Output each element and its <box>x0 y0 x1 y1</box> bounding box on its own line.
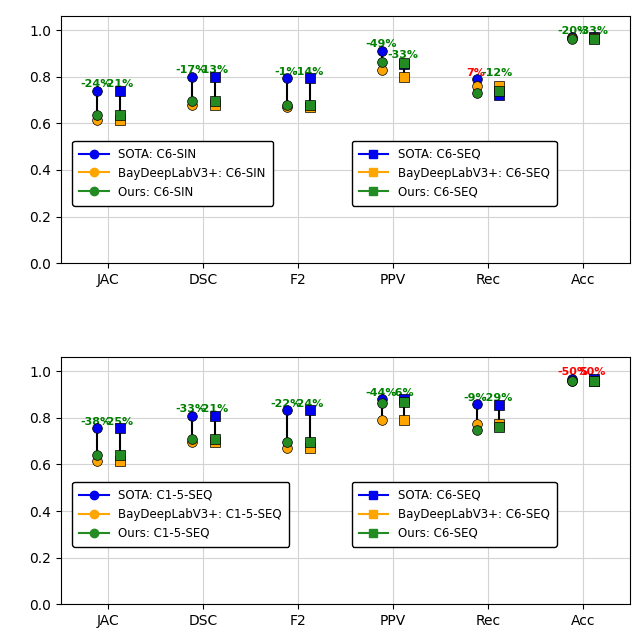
Text: -13%: -13% <box>197 66 228 75</box>
Text: -12%: -12% <box>482 68 513 78</box>
Text: -21%: -21% <box>197 404 228 414</box>
Text: -6%: -6% <box>391 388 414 398</box>
Legend: SOTA: C6-SEQ, BayDeepLabV3+: C6-SEQ, Ours: C6-SEQ: SOTA: C6-SEQ, BayDeepLabV3+: C6-SEQ, Our… <box>351 141 557 206</box>
Text: -44%: -44% <box>365 388 396 398</box>
Text: -33%: -33% <box>175 404 206 414</box>
Text: -17%: -17% <box>175 66 207 75</box>
Text: -33%: -33% <box>387 50 418 60</box>
Text: -1%: -1% <box>274 67 298 77</box>
Text: -21%: -21% <box>102 79 133 89</box>
Text: -24%: -24% <box>292 399 323 408</box>
Text: -22%: -22% <box>270 399 301 408</box>
Text: -24%: -24% <box>80 79 111 89</box>
Text: -50%: -50% <box>557 367 588 377</box>
Text: -29%: -29% <box>482 393 513 403</box>
Legend: SOTA: C6-SEQ, BayDeepLabV3+: C6-SEQ, Ours: C6-SEQ: SOTA: C6-SEQ, BayDeepLabV3+: C6-SEQ, Our… <box>351 482 557 547</box>
Text: -33%: -33% <box>577 26 608 36</box>
Text: -14%: -14% <box>292 67 323 77</box>
Text: 7%: 7% <box>466 68 485 78</box>
Text: 50%: 50% <box>579 367 605 377</box>
Text: -49%: -49% <box>365 39 396 50</box>
Text: -9%: -9% <box>464 393 488 403</box>
Text: -20%: -20% <box>557 26 588 36</box>
Text: -38%: -38% <box>81 417 111 427</box>
Text: -25%: -25% <box>102 417 133 427</box>
